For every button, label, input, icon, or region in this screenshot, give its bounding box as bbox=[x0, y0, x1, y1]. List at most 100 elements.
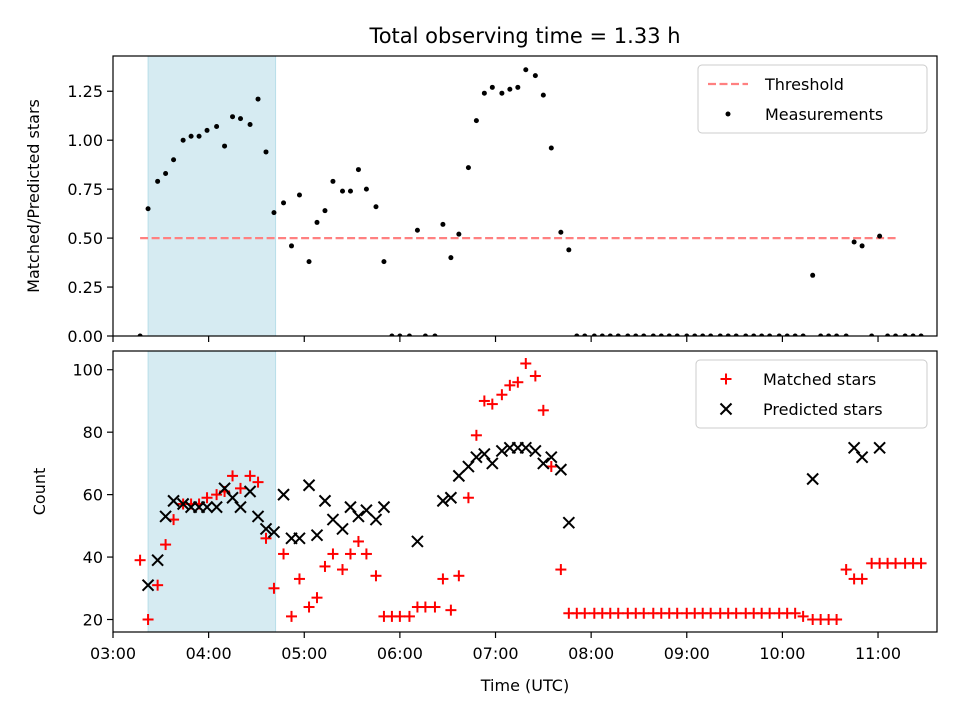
matched-star-point bbox=[370, 570, 382, 582]
matched-star-point bbox=[520, 357, 532, 369]
measurement-point bbox=[708, 333, 714, 336]
matched-star-point bbox=[496, 389, 508, 401]
predicted-star-point bbox=[377, 500, 391, 514]
measurement-point bbox=[222, 143, 228, 149]
predicted-star-point-b bbox=[411, 535, 424, 548]
measurement-point bbox=[532, 73, 538, 79]
predicted-star-point bbox=[277, 488, 290, 501]
measurement-point bbox=[558, 229, 564, 235]
measurement-point bbox=[751, 333, 757, 336]
matched-star-point bbox=[278, 548, 290, 560]
matched-star-point bbox=[211, 489, 223, 501]
predicted-star-point-b bbox=[537, 457, 550, 470]
predicted-star-point-b bbox=[486, 457, 499, 470]
measurement-point bbox=[440, 221, 446, 227]
predicted-star-point-b bbox=[470, 450, 483, 464]
measurement-point bbox=[776, 333, 782, 336]
predicted-star-point-b bbox=[369, 513, 383, 526]
measurement-point bbox=[481, 90, 487, 96]
predicted-star-point-b bbox=[218, 482, 231, 495]
measurement-point bbox=[918, 333, 924, 336]
predicted-star-point bbox=[411, 535, 424, 548]
predicted-star-point-b bbox=[562, 516, 576, 529]
matched-star-point bbox=[252, 476, 264, 488]
measurement-point bbox=[473, 118, 479, 124]
count-y-tick-label: 100 bbox=[72, 361, 103, 380]
measurement-point bbox=[725, 333, 731, 336]
legend-swatch-predicted-b bbox=[719, 402, 733, 416]
matched-star-point bbox=[764, 607, 776, 619]
measurement-point bbox=[599, 333, 605, 336]
predicted-star-point bbox=[369, 513, 383, 526]
matched-star-point bbox=[529, 370, 541, 382]
predicted-star-point-b bbox=[554, 463, 568, 476]
count-x-tick-label: 09:00 bbox=[664, 644, 710, 663]
predicted-star-point bbox=[336, 522, 349, 536]
predicted-star-point-b bbox=[545, 450, 558, 464]
measurement-point bbox=[792, 333, 798, 336]
matched-star-point bbox=[352, 535, 364, 547]
matched-star-point bbox=[789, 607, 801, 619]
predicted-star-point bbox=[151, 553, 164, 567]
matched-star-point bbox=[268, 582, 280, 594]
matched-star-point bbox=[244, 470, 256, 482]
predicted-star-point-b bbox=[436, 494, 450, 508]
measurement-point bbox=[574, 333, 580, 336]
measurement-point bbox=[767, 333, 773, 336]
count-axes-frame bbox=[112, 350, 938, 633]
predicted-star-point-b bbox=[444, 491, 458, 504]
matched-star-point bbox=[319, 560, 331, 572]
predicted-star-point-b bbox=[267, 525, 281, 539]
predicted-star-point bbox=[352, 510, 365, 523]
measurement-point bbox=[851, 239, 857, 245]
ratio-shaded-region bbox=[147, 55, 277, 337]
measurement-point bbox=[650, 333, 656, 336]
matched-star-point bbox=[915, 557, 927, 569]
measurement-point bbox=[733, 333, 739, 336]
predicted-star-point bbox=[210, 500, 223, 514]
predicted-star-point-b bbox=[847, 441, 861, 454]
predicted-star-point-b bbox=[167, 494, 180, 508]
measurement-point bbox=[548, 145, 554, 151]
matched-star-point bbox=[671, 607, 683, 619]
predicted-star-point bbox=[360, 504, 373, 517]
measurement-point bbox=[717, 333, 723, 336]
measurement-point bbox=[859, 243, 865, 249]
measurement-point bbox=[322, 208, 328, 214]
predicted-star-point bbox=[234, 500, 247, 514]
measurement-point bbox=[306, 259, 312, 265]
predicted-star-point-b bbox=[210, 500, 223, 514]
measurement-point bbox=[885, 333, 891, 336]
predicted-star-point-b bbox=[176, 497, 190, 511]
matched-star-point bbox=[453, 570, 465, 582]
measurement-point bbox=[582, 333, 588, 336]
measurement-point bbox=[432, 333, 438, 336]
predicted-star-point bbox=[452, 469, 466, 483]
matched-star-point bbox=[394, 610, 406, 622]
predicted-star-point-b bbox=[243, 485, 257, 498]
ratio-y-tick-label: 0.25 bbox=[67, 278, 103, 297]
predicted-star-point-b bbox=[259, 522, 273, 536]
matched-star-point bbox=[890, 557, 902, 569]
predicted-star-point bbox=[167, 494, 180, 508]
predicted-star-point-b bbox=[352, 510, 365, 523]
predicted-star-point bbox=[293, 532, 306, 545]
matched-star-point bbox=[134, 554, 146, 566]
predicted-star-point-b bbox=[529, 444, 542, 458]
measurement-point bbox=[465, 165, 471, 171]
predicted-star-point-b bbox=[200, 500, 214, 514]
measurement-point bbox=[810, 272, 816, 278]
matched-star-point bbox=[579, 607, 591, 619]
predicted-star-point-b bbox=[519, 441, 533, 454]
count-y-tick-label: 20 bbox=[83, 611, 103, 630]
measurement-point bbox=[247, 122, 253, 128]
ratio-y-axis-label: Matched/Predicted stars bbox=[24, 99, 43, 293]
measurement-point bbox=[902, 333, 908, 336]
count-legend: Matched stars Predicted stars bbox=[695, 359, 928, 429]
count-x-tick-label: 03:00 bbox=[90, 644, 136, 663]
matched-star-point bbox=[293, 573, 305, 585]
predicted-star-point-b bbox=[302, 479, 316, 492]
matched-star-point bbox=[201, 492, 213, 504]
legend-swatch-matched bbox=[720, 373, 732, 385]
ratio-y-tick-label: 1.00 bbox=[67, 131, 103, 150]
